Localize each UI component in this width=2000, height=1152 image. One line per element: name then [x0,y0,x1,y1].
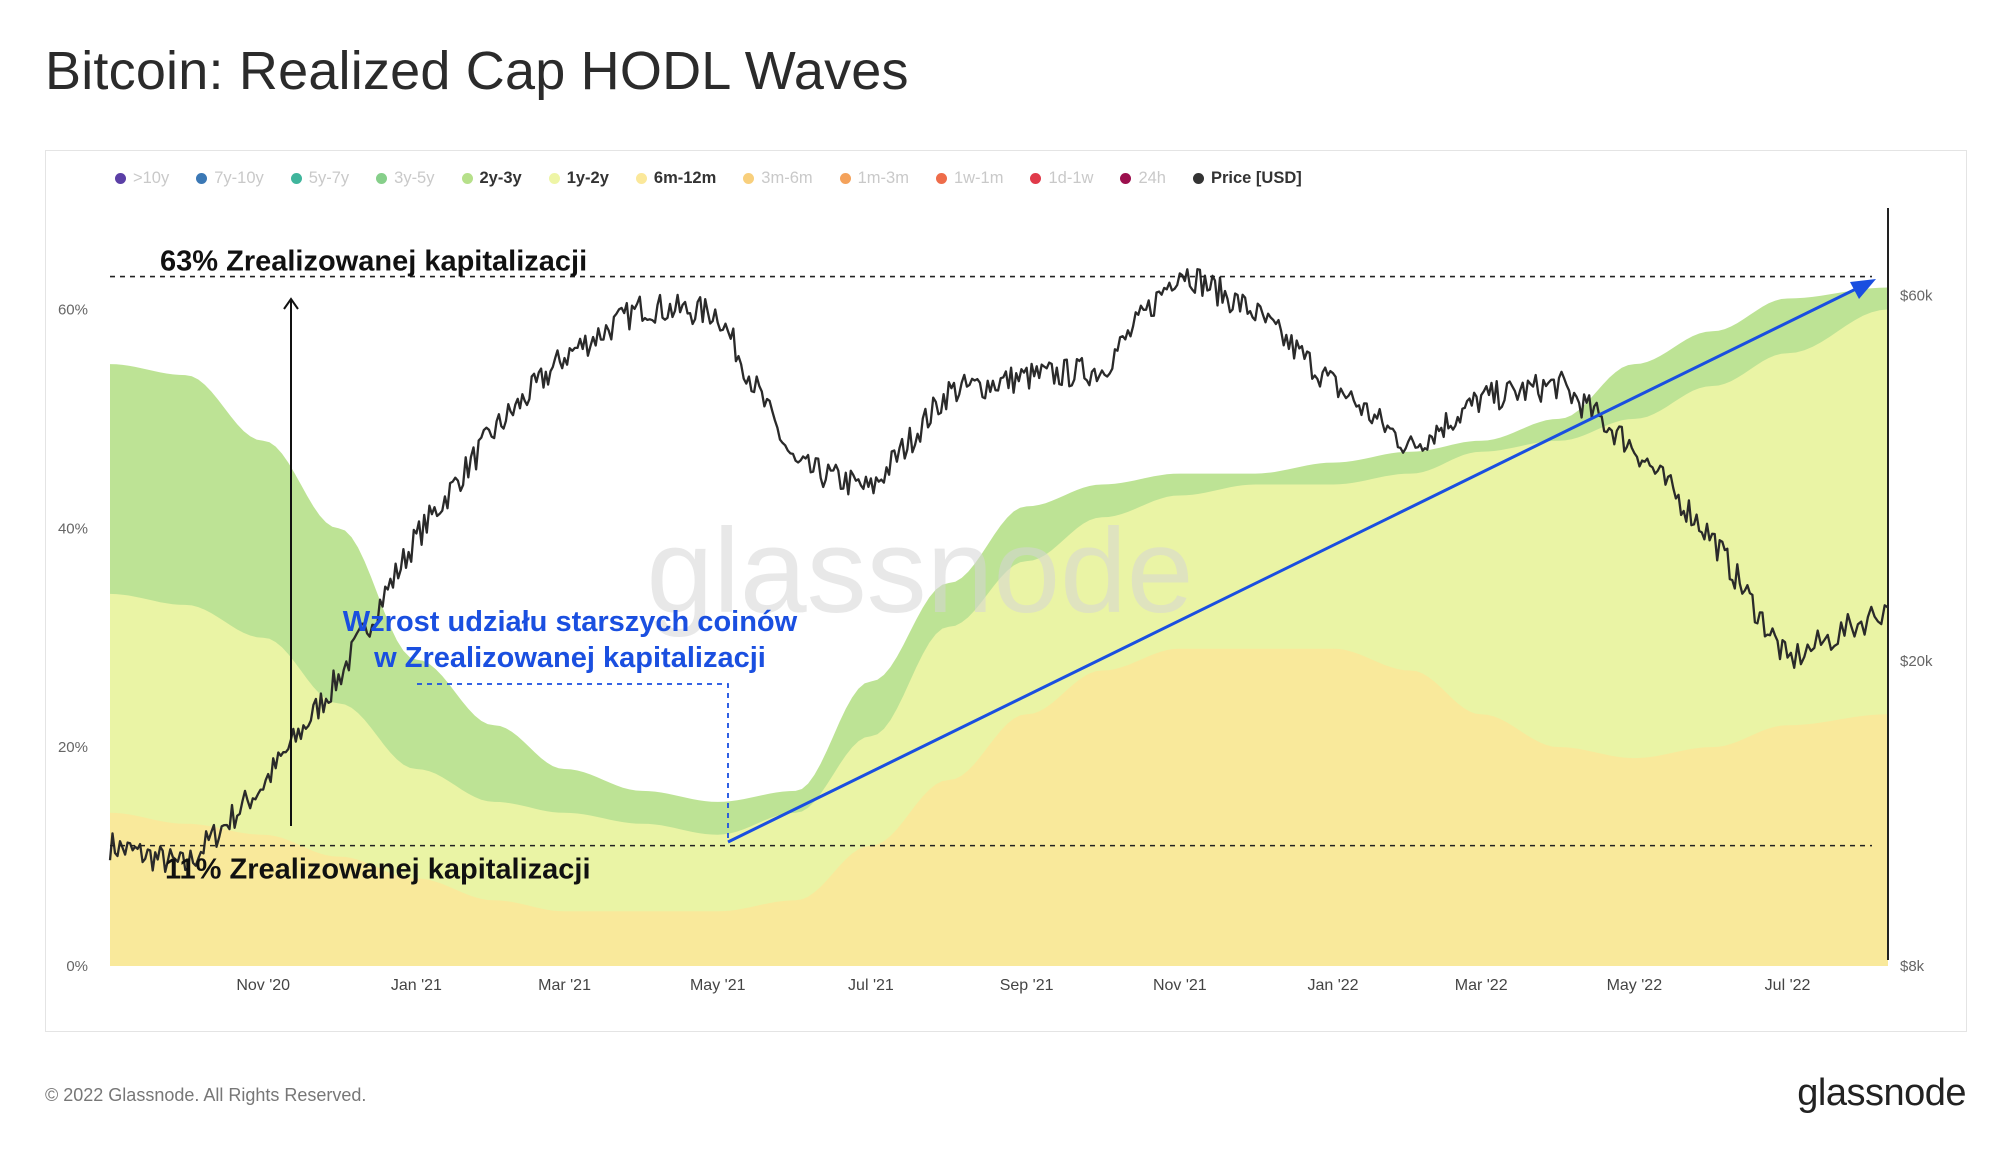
x-tick-label: Jan '22 [1307,977,1358,994]
legend-dot-icon [935,172,947,184]
legend-item[interactable]: 3m-6m [743,168,813,188]
y-right-tick-label: $20k [1900,653,1933,670]
legend-label: Price [USD] [1210,168,1302,187]
legend-item[interactable]: 1d-1w [1030,169,1093,188]
blue-annotation-line1: Wzrost udziału starszych coinów [343,606,798,638]
legend-dot-icon [1192,172,1204,184]
legend-label: 3m-6m [761,168,813,187]
y-right-tick-label: $8k [1900,958,1925,975]
legend-item[interactable]: 6m-12m [635,168,717,188]
legend-item[interactable]: Price [USD] [1192,168,1302,188]
legend-dot-icon [196,172,208,184]
x-tick-label: Jul '21 [848,977,894,994]
copyright-footer: © 2022 Glassnode. All Rights Reserved. [45,1085,367,1105]
x-tick-label: Jan '21 [391,977,442,994]
price-line [108,268,1889,874]
legend-label: 24h [1138,168,1166,187]
legend-item[interactable]: 1w-1m [935,168,1004,188]
legend-dot-icon [290,172,302,184]
x-tick-label: Nov '20 [236,977,290,994]
chart-frame [45,150,1967,1032]
chart-legend: >10y 7y-10y 5y-7y 3y-5y 2y-3y 1y-2y 6m-12m 3m-6… [115,166,1329,190]
legend-label: 1w-1m [953,168,1004,187]
vertical-arrow-head-icon [283,297,299,310]
brand-logo: glassnode [1797,1072,1966,1114]
top-annotation-label: 63% Zrealizowanej kapitalizacji [160,246,587,278]
legend-item[interactable]: 3y-5y [376,168,435,188]
legend-label: 6m-12m [653,168,717,187]
y-left-tick-label: 40% [58,520,88,537]
legend-label: 3y-5y [394,168,435,187]
legend-dot-icon [743,172,755,184]
legend-label: 7y-10y [214,168,264,187]
page-title: Bitcoin: Realized Cap HODL Waves [45,41,909,101]
legend-label: 5y-7y [308,168,350,187]
legend-dot-icon [376,172,388,184]
y-left-tick-label: 20% [58,739,88,756]
legend-item[interactable]: 2y-3y [461,168,522,188]
x-tick-label: May '22 [1607,977,1663,994]
watermark: glassnode [646,504,1193,638]
legend-item[interactable]: >10y [115,169,169,188]
annotations: 63% Zrealizowanej kapitalizacji 11% Zreal… [110,246,1876,886]
blue-dashed-guide [417,683,729,842]
legend-dot-icon [548,172,560,184]
x-tick-label: May '21 [690,977,746,994]
legend-item[interactable]: 7y-10y [196,169,264,188]
legend-dot-icon [1030,172,1042,184]
series-areas [110,287,1888,966]
x-tick-label: Nov '21 [1153,977,1207,994]
legend-item[interactable]: 1m-3m [839,168,909,188]
legend-dot-icon [839,172,851,184]
y-left-tick-label: 0% [66,958,88,975]
legend-dot-icon [635,172,647,184]
y-right-tick-label: $60k [1900,288,1933,305]
legend-dot-icon [115,172,126,184]
blue-annotation-line2: w Zrealizowanej kapitalizacji [373,642,766,674]
legend-item[interactable]: 1y-2y [548,168,609,188]
area-6m-12m [110,648,1888,966]
legend-dot-icon [1120,172,1132,184]
legend-label: 1d-1w [1048,168,1094,187]
x-tick-label: Sep '21 [1000,977,1054,994]
trend-arrow-line [727,283,1865,844]
legend-label: 1m-3m [857,168,909,187]
x-tick-label: Mar '22 [1455,977,1508,994]
axes: 0% 20% 40% 60% $8k $20k $60k Nov '20 Jan '21 Mar … [58,208,1933,994]
legend-label: >10y [133,168,170,187]
legend-item[interactable]: 5y-7y [290,168,350,188]
bottom-annotation-label: 11% Zrealizowanej kapitalizacji [165,854,591,886]
legend-label: 2y-3y [479,168,522,187]
legend-label: 1y-2y [566,168,609,187]
legend-item[interactable]: 24h [1120,169,1166,188]
x-tick-label: Jul '22 [1765,977,1811,994]
x-tick-label: Mar '21 [538,977,591,994]
trend-arrow-head-icon [1850,279,1876,299]
legend-dot-icon [461,172,473,184]
y-left-tick-label: 60% [58,301,88,318]
